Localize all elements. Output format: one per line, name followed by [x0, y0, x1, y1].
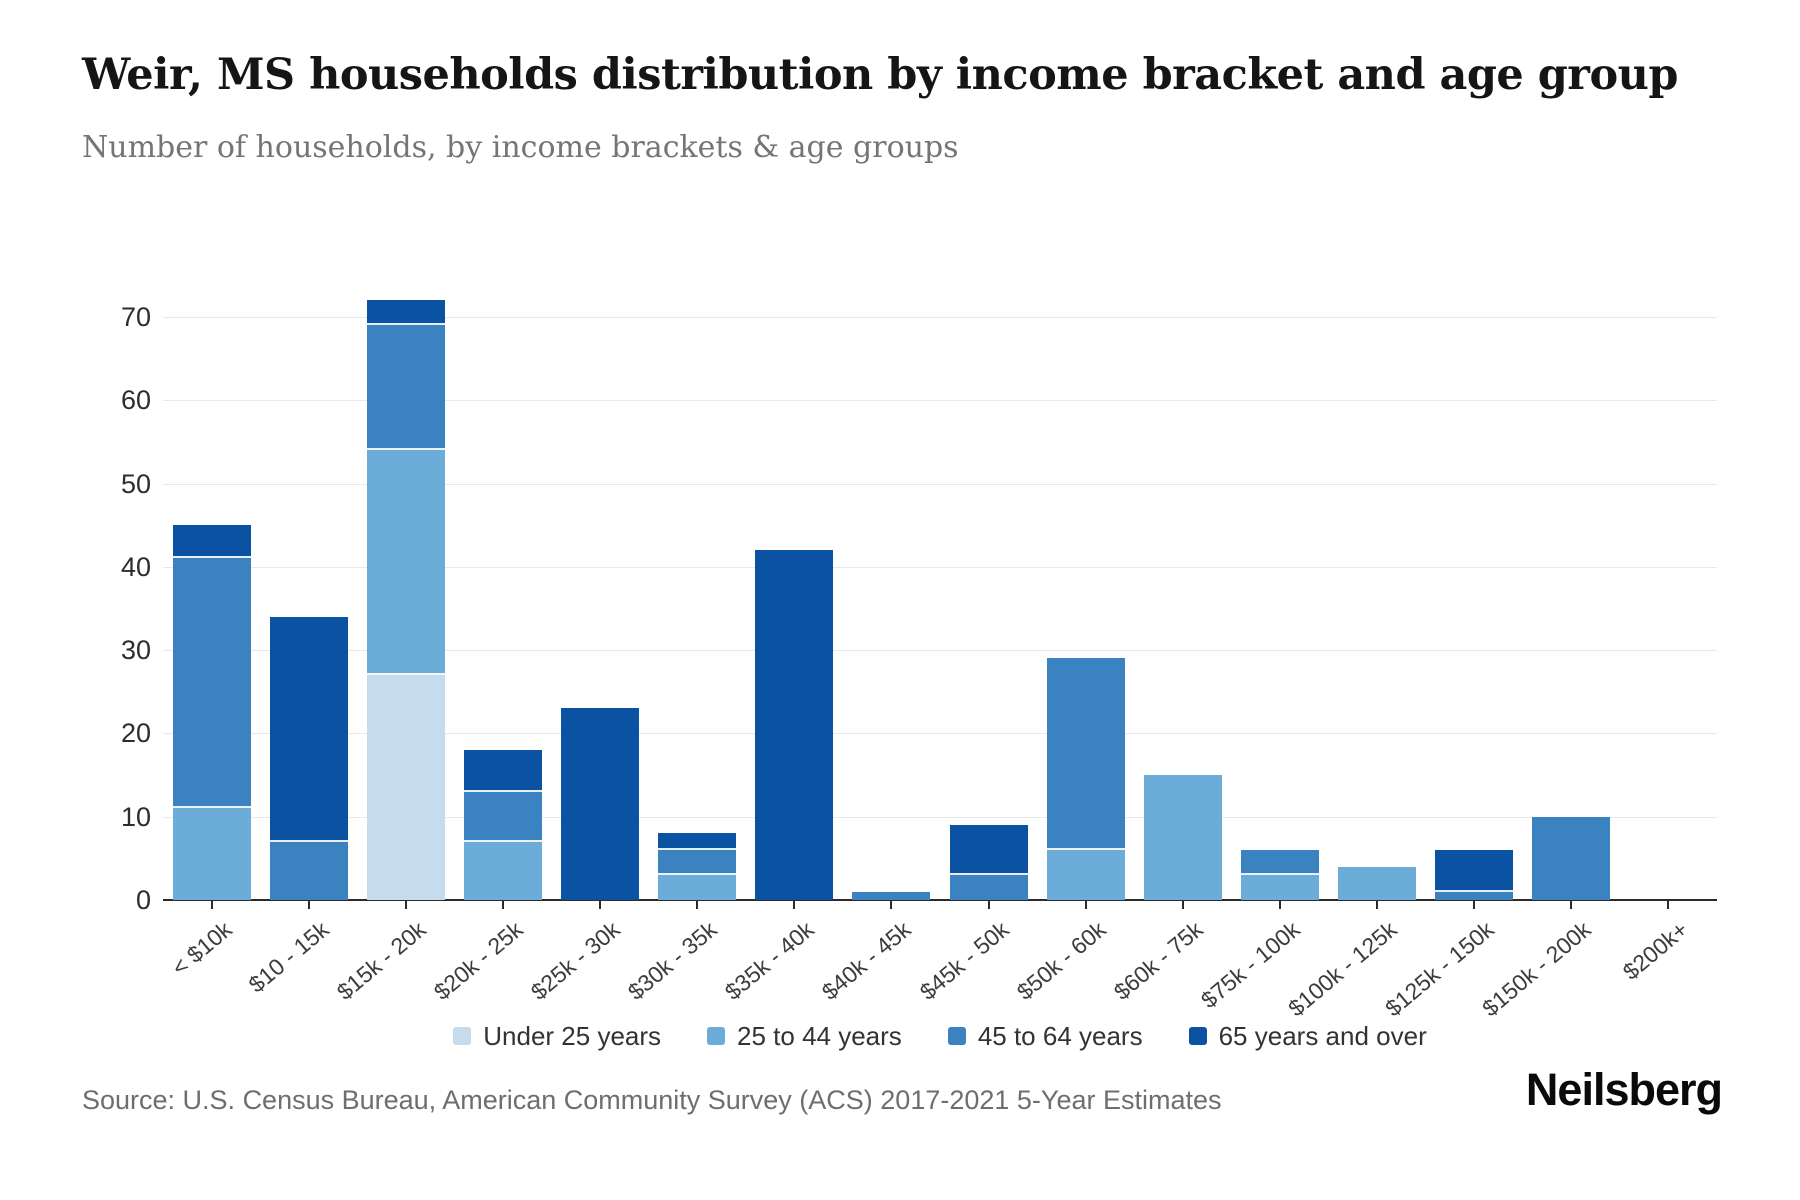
- x-axis-tick: [1570, 901, 1573, 909]
- bar-segment[interactable]: [366, 300, 445, 326]
- x-axis-tick: [210, 901, 213, 909]
- x-axis-tick: [1181, 901, 1184, 909]
- x-axis-category-label: $40k - 45k: [817, 916, 917, 1005]
- legend-label: 45 to 64 years: [977, 1021, 1143, 1051]
- bar-segment[interactable]: [658, 875, 737, 900]
- legend-swatch: [453, 1027, 472, 1045]
- x-axis-category-label: $20k - 25k: [428, 916, 528, 1005]
- y-axis-tick-label: 50: [120, 468, 151, 499]
- bar-segment[interactable]: [1435, 891, 1514, 900]
- bar-segment[interactable]: [1338, 866, 1417, 900]
- bar-segment[interactable]: [1532, 816, 1611, 900]
- legend-item[interactable]: 65 years and over: [1188, 1021, 1427, 1051]
- bar-segment[interactable]: [172, 808, 251, 900]
- x-axis-tick: [1376, 901, 1379, 909]
- x-axis-line: [163, 899, 1717, 901]
- y-axis-tick-label: 40: [120, 551, 151, 582]
- y-axis-tick-label: 60: [120, 385, 151, 416]
- legend-label: 25 to 44 years: [737, 1021, 902, 1051]
- bar-segment[interactable]: [366, 675, 445, 900]
- y-gridline: [163, 400, 1717, 402]
- neilsberg-logo: Neilsberg: [1525, 1064, 1723, 1115]
- x-axis-tick: [404, 901, 407, 909]
- legend-label: 65 years and over: [1218, 1021, 1427, 1051]
- bar-segment[interactable]: [463, 750, 542, 792]
- bar-segment[interactable]: [1046, 658, 1125, 850]
- x-axis-tick: [599, 901, 602, 909]
- y-gridline: [163, 733, 1717, 735]
- x-axis-category-label: $15k - 20k: [331, 916, 431, 1005]
- chart-subtitle: Number of households, by income brackets…: [82, 130, 959, 165]
- bar-segment[interactable]: [1046, 850, 1125, 900]
- x-axis-category-label: < $10k: [166, 916, 237, 981]
- bar-segment[interactable]: [269, 616, 348, 842]
- bar-segment[interactable]: [366, 325, 445, 451]
- x-axis-tick: [1667, 901, 1670, 909]
- bar-segment[interactable]: [949, 875, 1028, 900]
- source-note: Source: U.S. Census Bureau, American Com…: [82, 1085, 1222, 1115]
- plot-area: 0 10 20 30 40 50 60 70 < $10k $10 - 15k $15k - 20k…: [120, 300, 1717, 1021]
- bar-segment[interactable]: [1435, 850, 1514, 892]
- x-axis-category-label: $60k - 75k: [1108, 916, 1208, 1005]
- x-axis-tick: [501, 901, 504, 909]
- bar-segment[interactable]: [172, 525, 251, 559]
- y-axis-tick-label: 0: [135, 885, 151, 915]
- x-axis-tick: [793, 901, 796, 909]
- bar-segment[interactable]: [366, 450, 445, 676]
- y-gridline: [163, 650, 1717, 652]
- bar-segment[interactable]: [463, 841, 542, 900]
- bar-segment[interactable]: [658, 833, 737, 851]
- bar-segment[interactable]: [561, 708, 640, 900]
- x-axis-category-label: $45k - 50k: [914, 916, 1014, 1005]
- y-axis-tick-label: 30: [120, 635, 151, 666]
- y-gridline: [163, 566, 1717, 568]
- bar-segment[interactable]: [1240, 850, 1319, 875]
- bar-segment[interactable]: [269, 841, 348, 900]
- x-axis-tick: [1084, 901, 1087, 909]
- y-gridline: [163, 816, 1717, 818]
- legend-swatch: [947, 1027, 966, 1045]
- x-axis-category-label: $30k - 35k: [622, 916, 722, 1005]
- legend-item[interactable]: Under 25 years: [453, 1023, 661, 1049]
- y-gridline: [163, 316, 1717, 318]
- x-axis-tick: [890, 901, 893, 909]
- legend-swatch: [707, 1027, 726, 1045]
- x-axis-category-label: $25k - 30k: [525, 916, 625, 1005]
- legend-item[interactable]: 25 to 44 years: [707, 1023, 902, 1049]
- legend-item[interactable]: 45 to 64 years: [947, 1021, 1143, 1051]
- bar-segment[interactable]: [172, 558, 251, 809]
- chart-title: Weir, MS households distribution by inco…: [82, 50, 1678, 100]
- x-axis-category-label: $200k+: [1618, 916, 1694, 985]
- bar-segment[interactable]: [949, 825, 1028, 875]
- x-axis-tick: [987, 901, 990, 909]
- y-axis-tick-label: 10: [120, 801, 151, 832]
- y-gridline: [163, 483, 1717, 485]
- y-axis-tick-label: 20: [120, 718, 151, 749]
- x-axis-tick: [1473, 901, 1476, 909]
- y-axis-tick-label: 70: [120, 301, 151, 332]
- bar-segment[interactable]: [463, 791, 542, 842]
- x-axis-tick: [696, 901, 699, 909]
- bar-segment[interactable]: [852, 891, 931, 900]
- legend-swatch: [1188, 1027, 1207, 1045]
- x-axis-category-label: $10 - 15k: [243, 916, 334, 998]
- bar-segment[interactable]: [658, 850, 737, 875]
- legend-label: Under 25 years: [483, 1021, 662, 1051]
- x-axis-tick: [1278, 901, 1281, 909]
- bar-segment[interactable]: [755, 550, 834, 900]
- legend: Under 25 years 25 to 44 years 45 to 64 yea…: [140, 1012, 1740, 1060]
- x-axis-category-label: $50k - 60k: [1011, 916, 1111, 1005]
- x-axis-category-label: $35k - 40k: [720, 916, 820, 1005]
- bar-segment[interactable]: [1143, 775, 1222, 900]
- bar-segment[interactable]: [1240, 875, 1319, 900]
- x-axis-tick: [307, 901, 310, 909]
